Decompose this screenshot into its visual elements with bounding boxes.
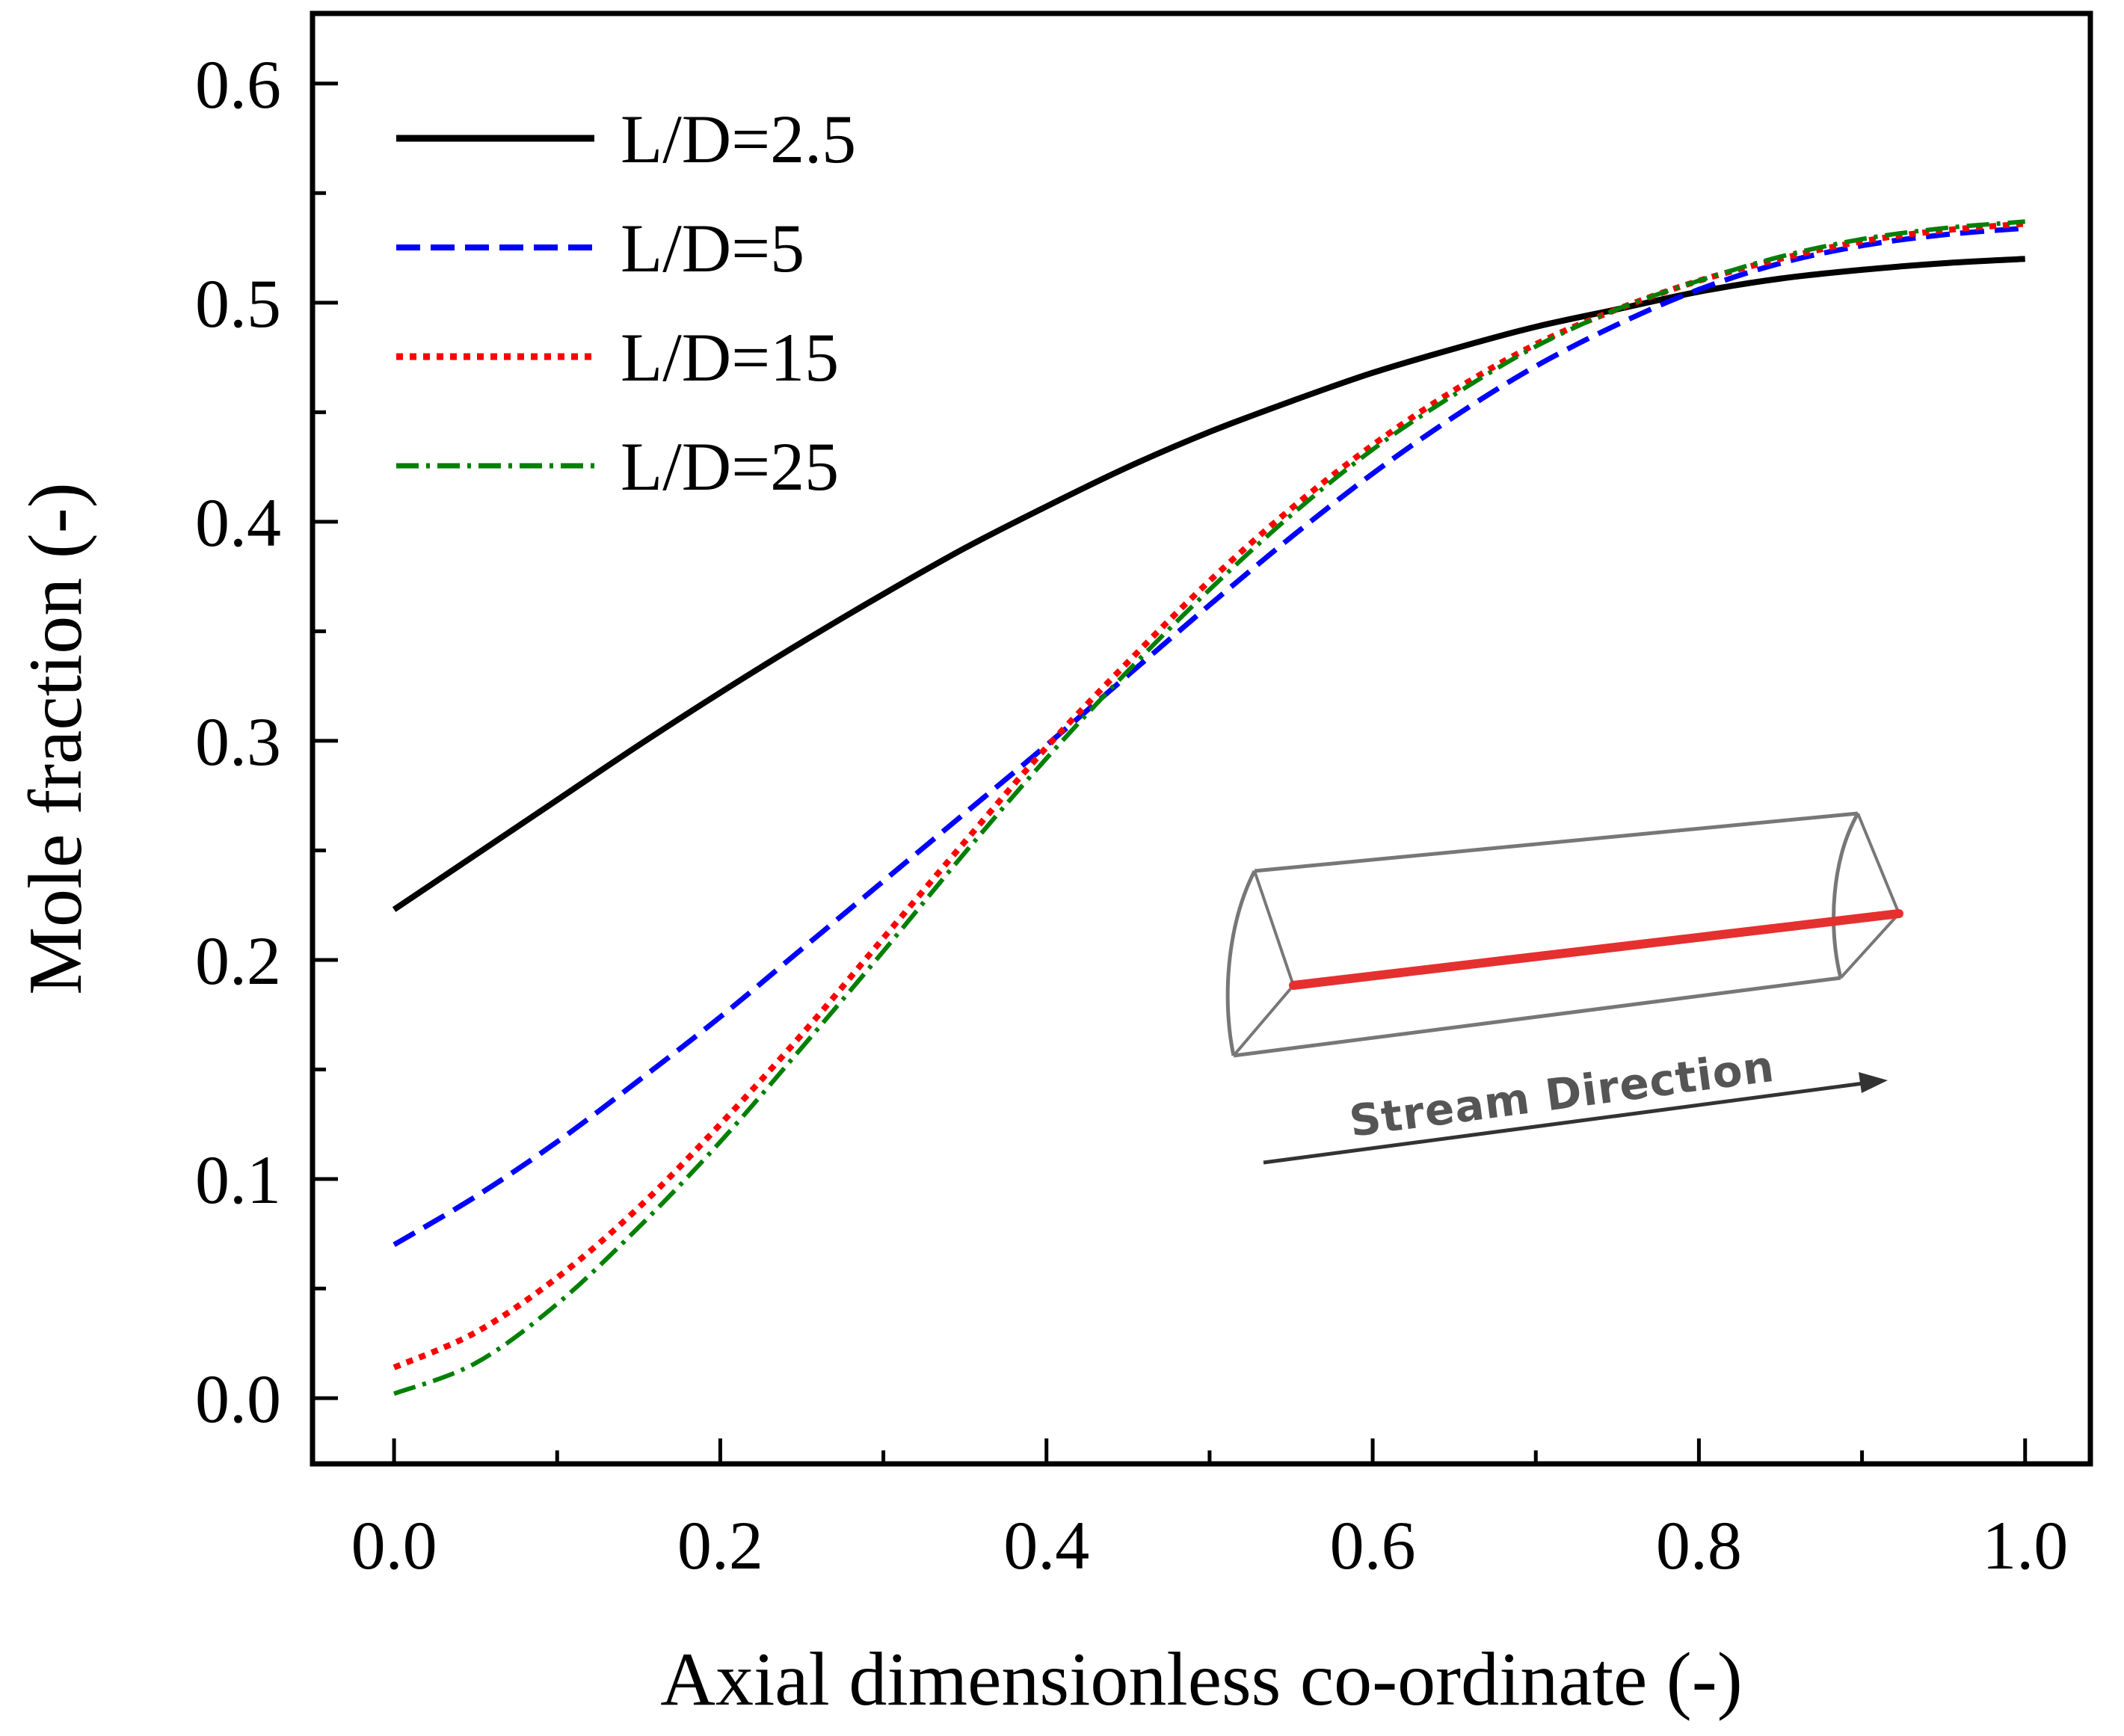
pipe-inset-diagram: Stream Direction — [1225, 811, 1903, 1165]
x-tick-label: 0.2 — [677, 1507, 763, 1583]
x-tick-label: 0.6 — [1330, 1507, 1416, 1583]
stream-direction-arrow — [1263, 1080, 1870, 1165]
axis-ticks — [313, 81, 2028, 1464]
series-line — [393, 219, 2025, 1397]
y-tick-label: 0.0 — [195, 1361, 281, 1437]
plot-frame — [310, 10, 2093, 1467]
pipe-bottom-edge — [1233, 976, 1841, 1058]
pipe-centerline — [1289, 909, 1903, 990]
x-tick-label: 0.0 — [351, 1507, 437, 1583]
legend: L/D=2.5 L/D=5 L/D=15 L/D=25 — [396, 101, 856, 505]
stream-direction-label: Stream Direction — [1346, 1041, 1777, 1147]
pipe-inner-edge-right — [1856, 813, 1900, 914]
y-tick-label: 0.2 — [195, 923, 281, 999]
y-tick-label: 0.3 — [195, 704, 281, 780]
y-tick-label: 0.4 — [195, 484, 281, 561]
axis-tick-labels: 0.0 0.2 0.4 0.6 0.8 1.0 0.0 0.1 0.2 0.3 0.4 0.5 0.6 — [195, 46, 2068, 1583]
pipe-inner-edge-left — [1253, 870, 1295, 986]
legend-label: L/D=15 — [621, 319, 839, 395]
legend-label: L/D=25 — [621, 428, 839, 505]
series-line — [393, 225, 2025, 1247]
pipe-left-end-cap — [1225, 869, 1257, 1056]
pipe-inner-edge-right-lower — [1839, 912, 1900, 979]
x-tick-label: 0.4 — [1003, 1507, 1089, 1583]
x-axis-title: Axial dimensionless co-ordinate (-) — [660, 1637, 1742, 1722]
x-tick-label: 0.8 — [1656, 1507, 1742, 1583]
y-tick-label: 0.1 — [195, 1142, 281, 1218]
y-tick-label: 0.5 — [195, 265, 281, 342]
pipe-inner-edge-left-lower — [1232, 984, 1295, 1057]
series-line — [392, 256, 2025, 912]
legend-label: L/D=5 — [621, 210, 804, 286]
stream-direction-arrowhead — [1859, 1072, 1888, 1093]
y-tick-label: 0.6 — [195, 46, 281, 123]
y-axis-title: Mole fraction (-) — [13, 482, 98, 994]
pipe-right-end-cap — [1832, 812, 1860, 979]
pipe-top-edge — [1254, 811, 1859, 873]
x-tick-label: 1.0 — [1982, 1507, 2068, 1583]
legend-label: L/D=2.5 — [621, 101, 856, 177]
series-layer — [392, 219, 2026, 1397]
